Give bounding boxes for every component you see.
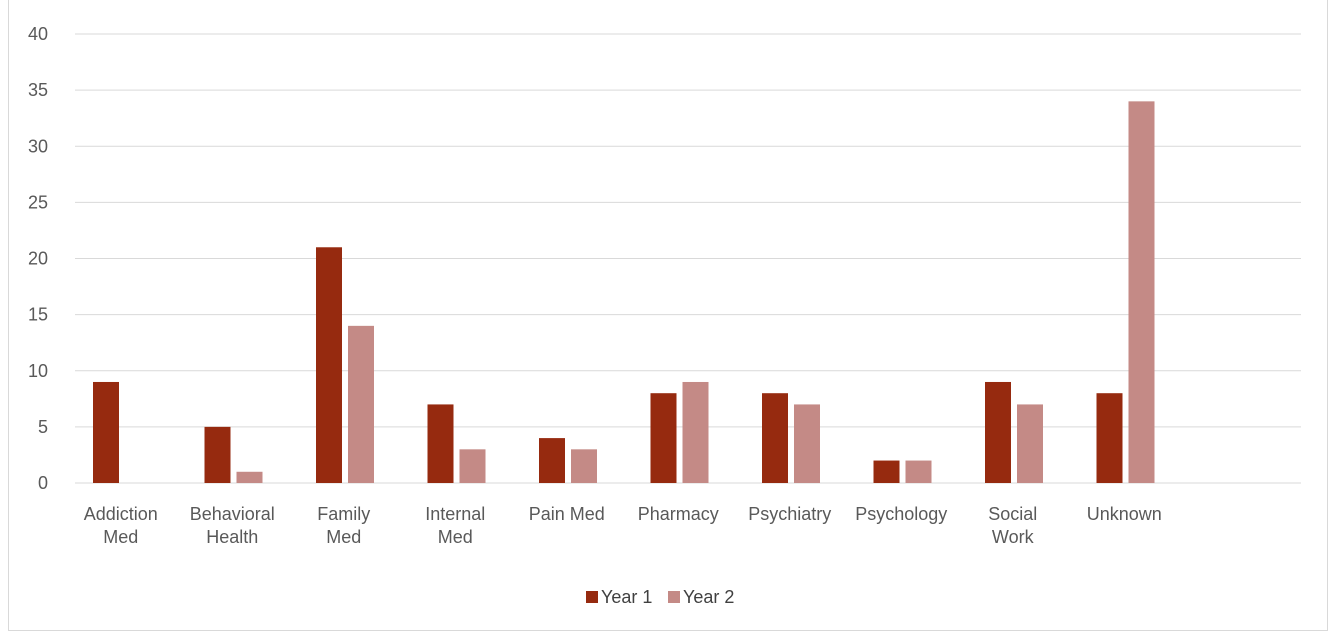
bar-year-1: [93, 381, 119, 483]
bar-year-1: [985, 381, 1011, 483]
bar-year-2: [682, 381, 709, 483]
y-tick-label: 20: [28, 249, 48, 269]
bar-year-2: [459, 449, 486, 483]
gridlines: [75, 33, 1301, 484]
y-tick-label: 30: [28, 136, 48, 156]
x-tick-label: Psychology: [855, 504, 947, 524]
x-tick-label: Behavioral Health: [190, 504, 275, 547]
x-tick-label: Family Med: [317, 504, 370, 547]
x-tick-label: Social Work: [988, 504, 1037, 547]
x-tick-label: Unknown: [1087, 504, 1162, 524]
bar-year-1: [427, 404, 454, 483]
y-tick-label: 10: [28, 361, 48, 381]
bar-year-1: [316, 247, 342, 483]
bar-year-1: [873, 460, 900, 483]
bar-chart: 0 5 10 15 20 25 30 35 40 Addiction Med Behavioral H…: [28, 24, 1301, 607]
y-tick-label: 5: [38, 417, 48, 437]
x-axis-labels: Addiction Med Behavioral Health Family Med Int…: [84, 504, 1162, 547]
legend-swatch: [586, 591, 598, 603]
bar-year-2: [1128, 101, 1155, 483]
x-tick-label: Addiction Med: [84, 504, 158, 547]
bar-year-1: [650, 393, 677, 483]
chart-frame: 0 5 10 15 20 25 30 35 40 Addiction Med Behavioral H…: [8, 0, 1328, 631]
legend-swatch: [668, 591, 680, 603]
bar-year-2: [236, 471, 263, 483]
y-tick-label: 35: [28, 80, 48, 100]
bar-year-1: [539, 438, 565, 483]
bar-year-2: [905, 460, 932, 483]
y-axis-ticks: 0 5 10 15 20 25 30 35 40: [28, 24, 48, 493]
bar-year-1: [1096, 393, 1123, 483]
y-tick-label: 40: [28, 24, 48, 44]
bar-year-2: [571, 449, 597, 483]
x-tick-label: Psychiatry: [748, 504, 831, 524]
y-tick-label: 25: [28, 192, 48, 212]
y-tick-label: 0: [38, 473, 48, 493]
bars: [93, 101, 1155, 483]
bar-year-2: [348, 325, 374, 483]
x-tick-label: Internal Med: [425, 504, 485, 547]
bar-year-1: [204, 426, 231, 483]
x-tick-label: Pharmacy: [638, 504, 719, 524]
bar-year-2: [1017, 404, 1043, 483]
y-tick-label: 15: [28, 305, 48, 325]
x-tick-label: Pain Med: [529, 504, 605, 524]
bar-year-1: [762, 393, 788, 483]
legend: Year 1 Year 2: [586, 587, 734, 607]
bar-year-2: [794, 404, 820, 483]
legend-label: Year 2: [683, 587, 734, 607]
legend-label: Year 1: [601, 587, 652, 607]
